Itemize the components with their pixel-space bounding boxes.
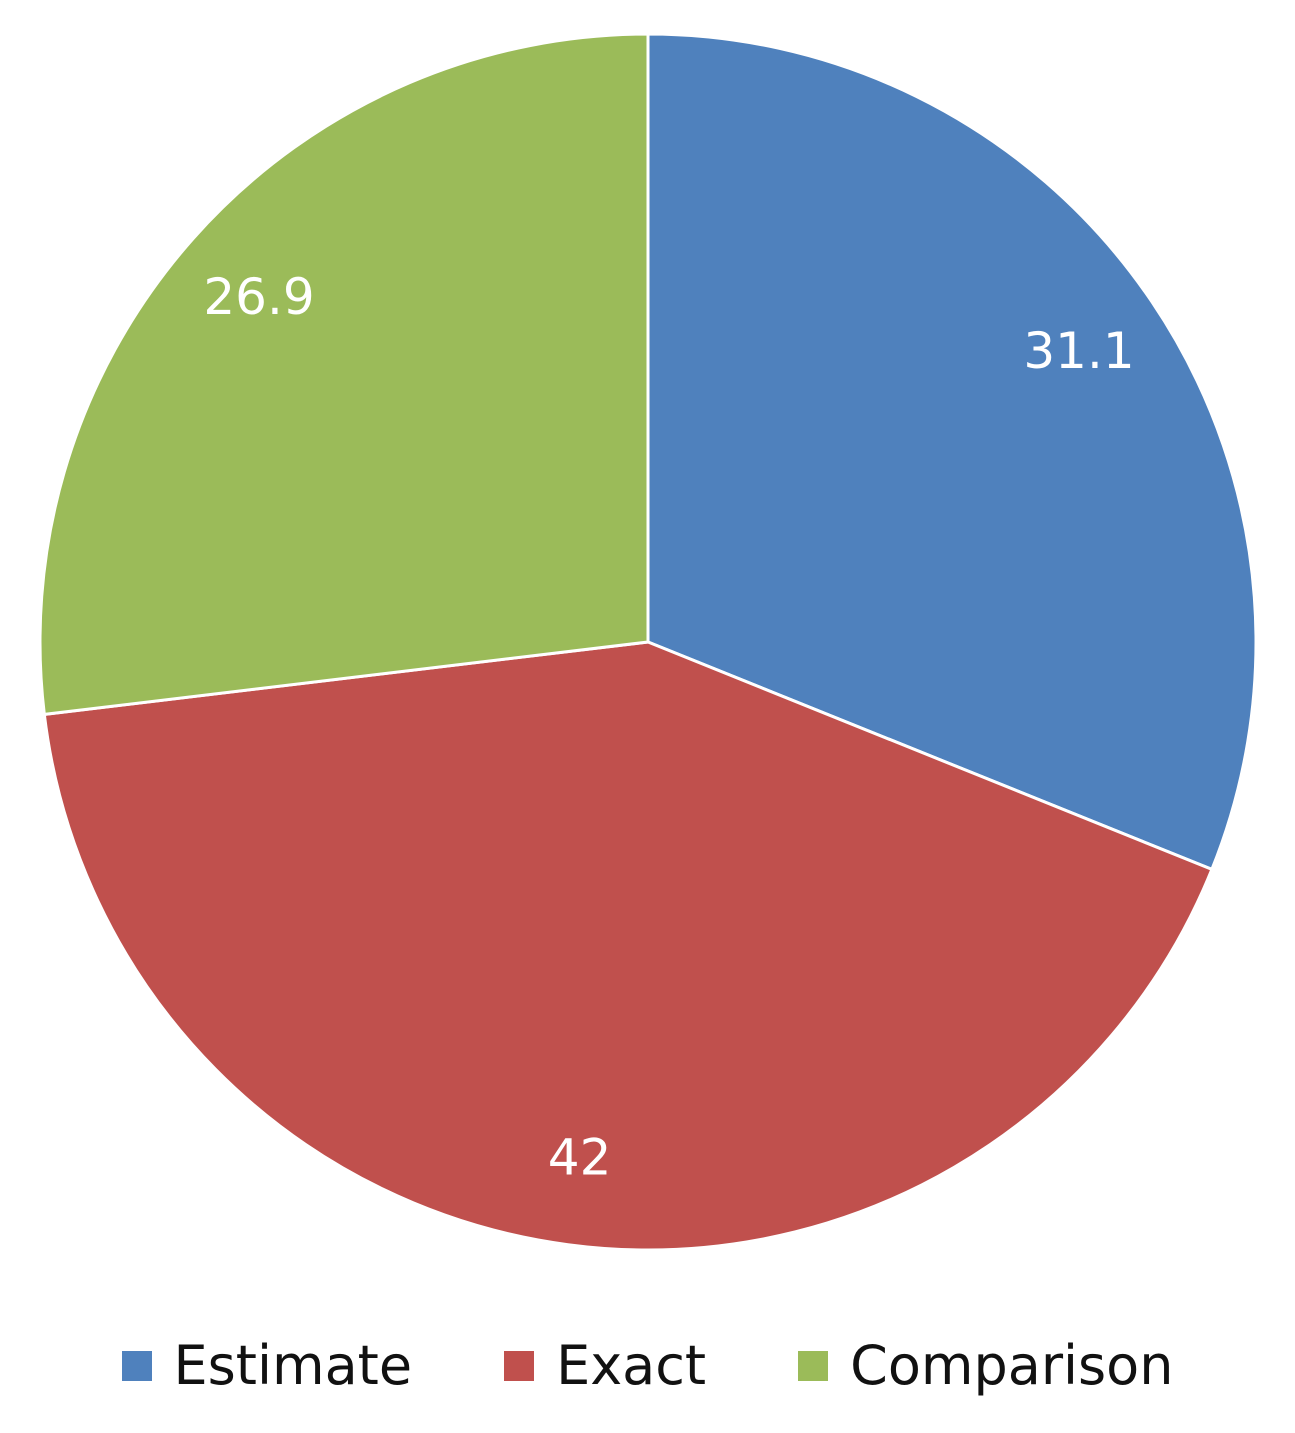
legend-entry-estimate: Estimate bbox=[121, 1334, 413, 1397]
legend-label-estimate: Estimate bbox=[173, 1334, 413, 1397]
pie-slice-exact bbox=[42, 640, 1214, 1252]
legend-swatch-comparison bbox=[798, 1351, 829, 1381]
legend: Estimate Exact Comparison bbox=[0, 1330, 1295, 1402]
legend-label-comparison: Comparison bbox=[850, 1334, 1174, 1397]
pie-data-labels: 31.1 42 26.9 bbox=[203, 268, 1134, 1187]
data-label-exact: 42 bbox=[548, 1128, 612, 1186]
legend-swatch-estimate bbox=[121, 1351, 152, 1381]
legend-label-exact: Exact bbox=[556, 1334, 707, 1397]
legend-entry-comparison: Comparison bbox=[798, 1339, 1173, 1393]
pie-slice-comparison bbox=[38, 32, 650, 717]
pie-slice-estimate bbox=[646, 32, 1258, 872]
data-label-estimate: 31.1 bbox=[1023, 322, 1134, 380]
pie-plot-area: 31.1 42 26.9 bbox=[38, 32, 1258, 1252]
pie-slices bbox=[38, 32, 1258, 1252]
data-label-comparison: 26.9 bbox=[203, 268, 314, 326]
legend-swatch-exact bbox=[504, 1351, 535, 1381]
legend-entry-exact: Exact bbox=[504, 1339, 706, 1393]
